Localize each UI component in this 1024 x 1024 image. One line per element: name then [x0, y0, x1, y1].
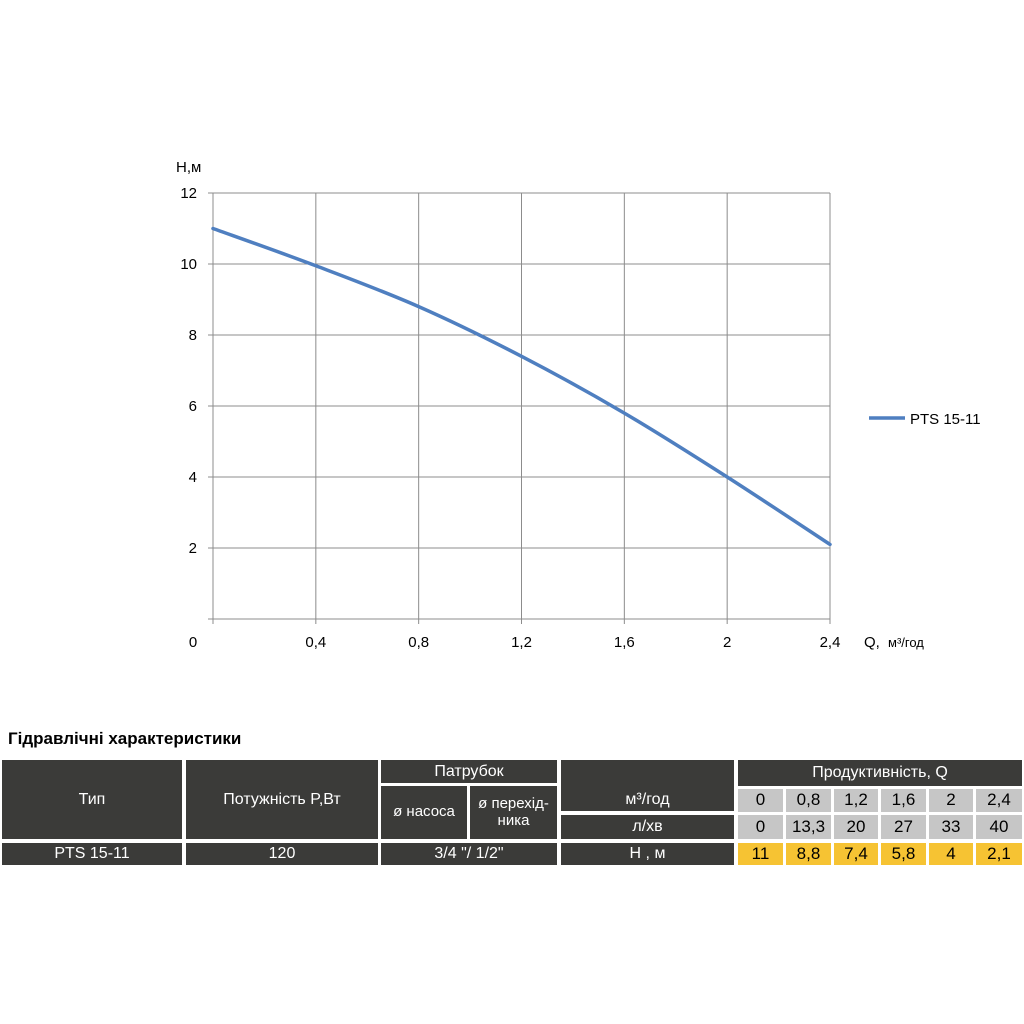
row-h-label: Н , м	[561, 843, 734, 865]
row-power: 120	[186, 843, 378, 865]
lmin-value-cell: 40	[976, 815, 1022, 839]
m3-value-cell: 1,2	[834, 789, 878, 812]
y-axis-label: Н,м	[176, 159, 201, 176]
h-value-cell: 7,4	[834, 843, 878, 865]
lmin-value-cell: 0	[738, 815, 783, 839]
header-pump-diam: ø насоса	[381, 786, 467, 839]
header-capacity: Продуктивність, Q	[738, 760, 1022, 786]
origin-label: 0	[189, 634, 197, 651]
y-tick-label: 10	[180, 256, 197, 273]
h-value-cell: 8,8	[786, 843, 831, 865]
y-tick-label: 2	[189, 540, 197, 557]
header-lmin: л/хв	[561, 815, 734, 839]
x-tick-label: 0,4	[305, 634, 326, 651]
y-tick-label: 6	[189, 398, 197, 415]
m3-value-cell: 0,8	[786, 789, 831, 812]
row-type: PTS 15-11	[2, 843, 182, 865]
series-line-pts-15-11	[211, 226, 832, 547]
lmin-value-cell: 33	[929, 815, 973, 839]
m3-value-cell: 2	[929, 789, 973, 812]
header-power: Потужність P,Вт	[186, 760, 378, 839]
m3-value-cell: 2,4	[976, 789, 1022, 812]
legend-label: PTS 15-11	[910, 411, 981, 428]
pump-curve-chart: 0,4 0,8 1,2 1,6 2 2,4 2 4 6 8 10 12 Н,м 0 Q, м³/год…	[176, 159, 981, 651]
chart-axes	[208, 192, 831, 624]
row-nozzle: 3/4 "/ 1/2"	[381, 843, 557, 865]
header-type: Тип	[2, 760, 182, 839]
x-tick-label: 2,4	[820, 634, 841, 651]
h-value-cell: 5,8	[881, 843, 926, 865]
x-tick-label: 1,2	[511, 634, 532, 651]
x-tick-label: 1,6	[614, 634, 635, 651]
header-m3: м³/год	[561, 760, 734, 811]
table-title: Гідравлічні характеристики	[8, 729, 242, 748]
y-tick-label: 12	[180, 185, 197, 202]
y-tick-label: 8	[189, 327, 197, 344]
x-tick-label: 0,8	[408, 634, 429, 651]
lmin-value-cell: 13,3	[786, 815, 831, 839]
x-axis-label: Q, м³/год	[864, 634, 924, 651]
lmin-value-cell: 27	[881, 815, 926, 839]
m3-value-cell: 1,6	[881, 789, 926, 812]
header-adapter-diam: ø перехід- ника	[470, 786, 557, 839]
header-nozzle: Патрубок	[381, 760, 557, 783]
x-tick-label: 2	[723, 634, 731, 651]
chart-tick-labels: 0,4 0,8 1,2 1,6 2 2,4 2 4 6 8 10 12	[180, 185, 840, 651]
lmin-value-cell: 20	[834, 815, 878, 839]
h-value-cell: 2,1	[976, 843, 1022, 865]
y-tick-label: 4	[189, 469, 197, 486]
h-value-cell: 11	[738, 843, 783, 865]
m3-value-cell: 0	[738, 789, 783, 812]
chart-grid	[213, 192, 831, 619]
h-value-cell: 4	[929, 843, 973, 865]
